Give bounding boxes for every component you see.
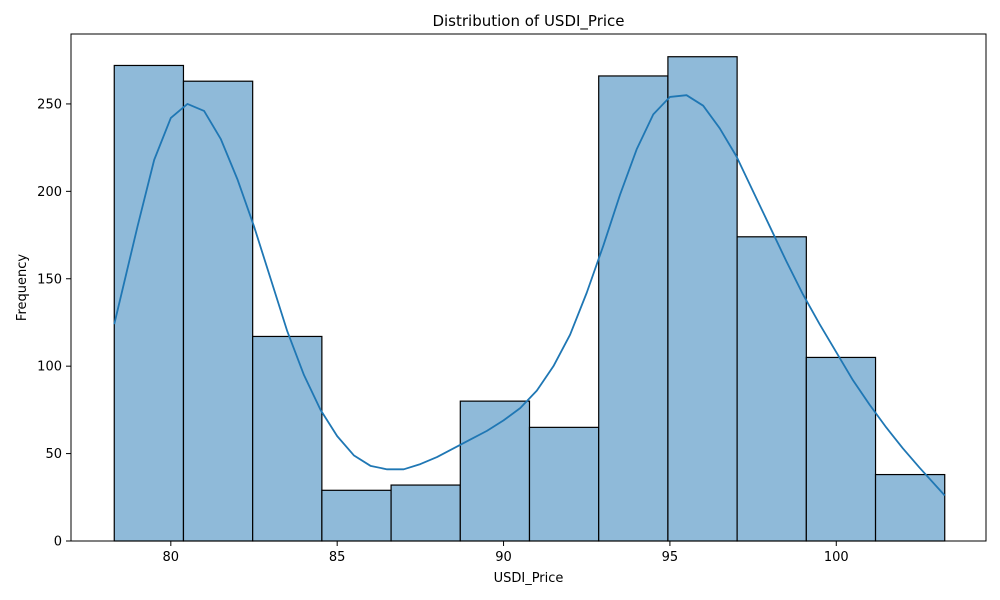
x-tick-label: 85 [329, 550, 346, 565]
y-tick-label: 50 [45, 447, 62, 462]
x-tick-label: 100 [824, 550, 849, 565]
histogram-bar [390, 484, 461, 542]
kde-curve [113, 94, 946, 497]
chart-title: Distribution of USDI_Price [432, 12, 624, 31]
y-tick-label: 150 [37, 272, 62, 287]
histogram-bar [182, 80, 254, 542]
histogram-bar [736, 236, 807, 542]
y-tick-label: 200 [37, 185, 62, 200]
histogram-bar [805, 356, 877, 542]
y-tick-label: 100 [37, 360, 62, 375]
histogram-bar [874, 473, 946, 542]
x-axis-ticks: 80 85 90 95 100 [163, 541, 849, 565]
x-tick-label: 80 [163, 550, 180, 565]
axes-frame [70, 33, 987, 542]
y-tick-label: 0 [54, 535, 62, 550]
histogram-bar [459, 400, 531, 542]
x-tick-label: 90 [495, 550, 512, 565]
histogram-bar [528, 426, 600, 542]
histogram-bar [113, 64, 185, 542]
histogram-bars [113, 56, 946, 542]
histogram-bar [321, 489, 392, 542]
x-tick-label: 95 [662, 550, 679, 565]
histogram-bar [252, 335, 323, 542]
plot-area-border [70, 33, 987, 542]
histogram-bar [667, 56, 738, 542]
y-tick-label: 250 [37, 97, 62, 112]
histogram-bar [598, 75, 669, 542]
y-axis-ticks: 0 50 100 150 200 250 [37, 97, 71, 550]
x-axis-label: USDI_Price [494, 571, 564, 586]
y-axis-label: Frequency [15, 254, 30, 321]
